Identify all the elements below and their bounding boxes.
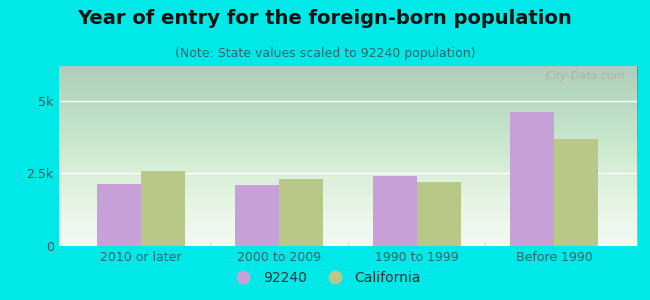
Bar <box>279 179 323 246</box>
Bar <box>141 170 185 246</box>
Bar <box>372 176 417 246</box>
Text: (Note: State values scaled to 92240 population): (Note: State values scaled to 92240 popu… <box>175 46 475 59</box>
Bar <box>554 139 599 246</box>
Bar <box>235 185 279 246</box>
Text: Year of entry for the foreign-born population: Year of entry for the foreign-born popul… <box>77 9 573 28</box>
Text: City-Data.com: City-Data.com <box>546 71 625 81</box>
Legend: 92240, California: 92240, California <box>224 265 426 290</box>
Bar <box>510 112 554 246</box>
Bar <box>417 182 461 246</box>
Bar <box>97 184 141 246</box>
